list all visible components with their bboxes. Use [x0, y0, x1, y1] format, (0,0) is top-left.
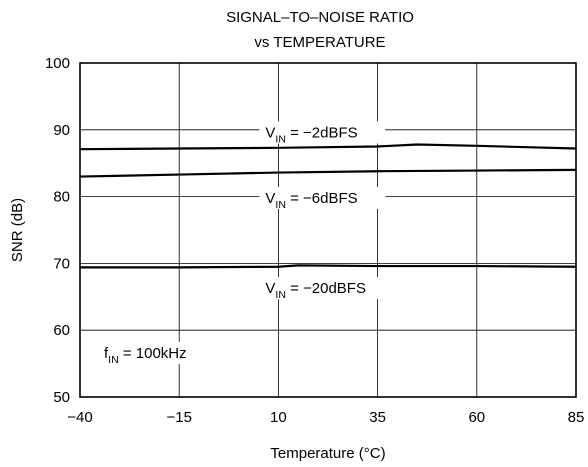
- y-tick-labels: 50 60 70 80 90 100: [45, 55, 70, 406]
- y-tick-label: 80: [53, 189, 70, 206]
- series-labels: VIN = −2dBFS VIN = −6dBFS VIN = −20dBFS: [259, 121, 386, 301]
- y-tick-label: 100: [45, 55, 70, 72]
- y-tick-label: 50: [53, 389, 70, 406]
- chart-title-line-2: vs TEMPERATURE: [254, 34, 385, 51]
- frequency-annotation: fIN = 100kHz: [100, 341, 218, 366]
- series-label-2: VIN = −6dBFS: [265, 190, 357, 211]
- annotation-frequency-text: fIN = 100kHz: [104, 345, 187, 366]
- x-tick-label: 85: [568, 409, 585, 426]
- series-line-2: [79, 168, 577, 178]
- series-label-bg: [259, 186, 386, 209]
- series-label-1: VIN = −2dBFS: [265, 124, 357, 145]
- x-tick-label: 35: [369, 409, 386, 426]
- chart-title-line-1: SIGNAL–TO–NOISE RATIO: [226, 9, 414, 26]
- series-line-3: [80, 264, 577, 269]
- x-tick-labels: −40 −15 10 35 60 85: [67, 409, 584, 426]
- x-axis-label: Temperature (°C): [270, 445, 385, 462]
- y-axis-label: SNR (dB): [9, 198, 26, 262]
- y-tick-label: 90: [53, 122, 70, 139]
- annotation-bg: [100, 341, 218, 364]
- x-tick-label: −40: [67, 409, 92, 426]
- plot-frame: [79, 62, 577, 398]
- y-tick-label: 60: [53, 322, 70, 339]
- y-tick-label: 70: [53, 255, 70, 272]
- series-label-3: VIN = −20dBFS: [265, 280, 366, 301]
- series-lines: [79, 143, 577, 269]
- series-label-bg: [259, 277, 386, 300]
- chart-title: SIGNAL–TO–NOISE RATIO vs TEMPERATURE: [226, 9, 414, 51]
- x-tick-label: −15: [166, 409, 191, 426]
- x-tick-label: 10: [270, 409, 287, 426]
- series-line-1: [79, 143, 577, 151]
- series-label-bg: [259, 121, 386, 144]
- x-tick-label: 60: [468, 409, 485, 426]
